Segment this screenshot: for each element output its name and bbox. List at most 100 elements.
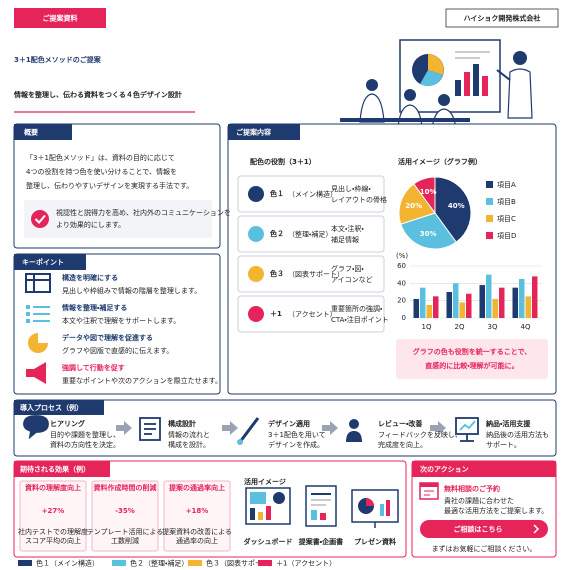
role-name: 色２	[269, 229, 284, 238]
role-desc: 見出し・枠線・	[331, 184, 371, 193]
role-desc: アイコンなど	[331, 276, 373, 284]
metric-value: -35%	[115, 507, 135, 515]
role-sub: （メイン構造）	[288, 190, 337, 199]
legend-label: 項目B	[497, 198, 516, 206]
effects-heading: 期待される効果（例）	[20, 465, 90, 474]
calendar-icon	[419, 482, 439, 500]
step-title: デザイン適用	[268, 419, 310, 428]
step-desc: 目的や課題を整理し、	[50, 430, 120, 439]
pie-slice	[434, 176, 472, 243]
keypoints-panel	[13, 253, 221, 395]
next-footer: まずはお気軽にご相談ください。	[432, 544, 537, 553]
step-desc: 情報の流れと	[168, 430, 210, 439]
step-desc: 構成を設計。	[168, 440, 210, 449]
usage-label: ダッシュボード	[244, 537, 293, 546]
step-desc: フィードバックを反映し、	[378, 430, 462, 439]
role-swatch	[248, 306, 264, 322]
keypoint-desc: 本文や注釈で理解をサポートします。	[62, 316, 180, 325]
cta-button[interactable]	[420, 520, 548, 538]
metric-desc: テンプレート活用による	[87, 527, 164, 536]
pie-slice	[400, 212, 457, 250]
step-desc: 3＋1配色を用いて	[268, 430, 326, 439]
overview-note: 視認性と説得力を高め、社内外のコミュニケーションを	[56, 208, 231, 217]
chart-title: 活用イメージ（グラフ例）	[398, 157, 482, 166]
overview-note-box	[24, 200, 212, 238]
role-desc: 本文・注釈・	[331, 224, 364, 233]
bar	[525, 296, 531, 318]
bar	[433, 296, 439, 318]
keypoint-title: 構造を明確にする	[62, 273, 118, 282]
usage-icons	[245, 485, 399, 528]
role-desc: CTA・注目ポイント	[331, 315, 389, 324]
bar	[426, 305, 432, 318]
process-icons	[23, 415, 479, 445]
role-box	[237, 215, 385, 253]
role-sub: （整理・補足）	[288, 230, 332, 239]
x-tick-label: 3Q	[488, 323, 498, 331]
process-arrows	[116, 421, 446, 435]
usage-label: 提案書・企画書	[298, 537, 343, 546]
step-title: ヒアリング	[50, 419, 85, 428]
bar	[420, 287, 426, 318]
chart-note-box	[396, 339, 548, 379]
usage-title: 活用イメージ	[244, 477, 286, 486]
next-title: 無料相談のご予約	[444, 484, 500, 493]
bar	[413, 298, 419, 318]
footer-swatch	[112, 560, 126, 566]
footer-swatch	[258, 560, 272, 566]
overview-heading-box	[14, 124, 72, 140]
subtitle: 情報を整理し、伝わる資料をつくる４色デザイン設計	[14, 90, 182, 99]
metric-box	[163, 480, 231, 552]
y-tick-label: 0	[402, 314, 406, 322]
process-heading-box	[14, 400, 104, 415]
legend-swatch	[486, 215, 493, 222]
pie-label: 10%	[420, 188, 437, 196]
overview-line: 整理し、伝わりやすいデザインを実現する手法です。	[26, 181, 193, 190]
step-desc: サポート。	[486, 441, 521, 449]
title: 3＋1配色メソッドのご提案	[14, 55, 102, 64]
keypoint-desc: グラフや図版で直感的に伝えます。	[62, 346, 173, 355]
chart-note: グラフの色も役割を統一することで、	[413, 347, 532, 356]
overview-heading: 概要	[24, 128, 38, 137]
legend-swatch	[486, 198, 493, 205]
step-title: 納品・活用支援	[485, 419, 531, 428]
check-mark	[34, 214, 46, 224]
check-icon	[31, 210, 49, 228]
role-sub: （図表サポート）	[288, 270, 344, 279]
role-box	[237, 295, 385, 333]
metric-desc: 工数削減	[111, 536, 139, 545]
next-line: 貴社の課題に合わせた	[444, 496, 514, 505]
chart-note: 直感的に比較・理解が可能に。	[425, 361, 518, 370]
metric-desc: 提案資料の改善による	[162, 527, 232, 536]
pie-slice	[413, 176, 436, 215]
overview-line: 「3＋1配色メソッド」は、資料の目的に応じて	[26, 153, 175, 162]
legend-swatch	[486, 232, 493, 239]
overview-note: より効果的にします。	[56, 220, 125, 229]
overview-line: 4つの役割を持つ色を使い分けることで、情報を	[26, 167, 177, 176]
next-heading: 次のアクション	[420, 465, 469, 474]
footer-legend: 色２（整理・補足）	[130, 559, 188, 568]
keypoint-desc: 重要なポイントや次のアクションを際立たせます。	[62, 376, 222, 385]
keypoint-icons	[25, 273, 51, 384]
legend-label: 項目C	[497, 215, 516, 223]
legend-label: 項目A	[497, 181, 516, 189]
bar	[492, 298, 498, 318]
y-axis-label: (%)	[396, 252, 408, 260]
metric-label: 資料の理解度向上	[25, 483, 81, 492]
cta-label[interactable]: ご相談はこちら	[454, 525, 503, 534]
cta-arrow	[533, 524, 540, 534]
step-desc: 納品後の活用方法も	[486, 430, 549, 439]
role-name: 色１	[269, 189, 284, 198]
pie-label: 20%	[405, 202, 422, 210]
company-box	[445, 8, 559, 28]
role-sub: （アクセント）	[288, 311, 337, 319]
role-box	[237, 255, 385, 293]
legend-label: 項目D	[497, 232, 516, 240]
proposal-heading: ご提案内容	[236, 128, 272, 137]
bar	[453, 283, 459, 318]
keypoints-heading: キーポイント	[22, 258, 64, 267]
role-swatch	[248, 266, 264, 282]
role-swatch	[248, 226, 264, 242]
footer-swatch	[188, 560, 202, 566]
